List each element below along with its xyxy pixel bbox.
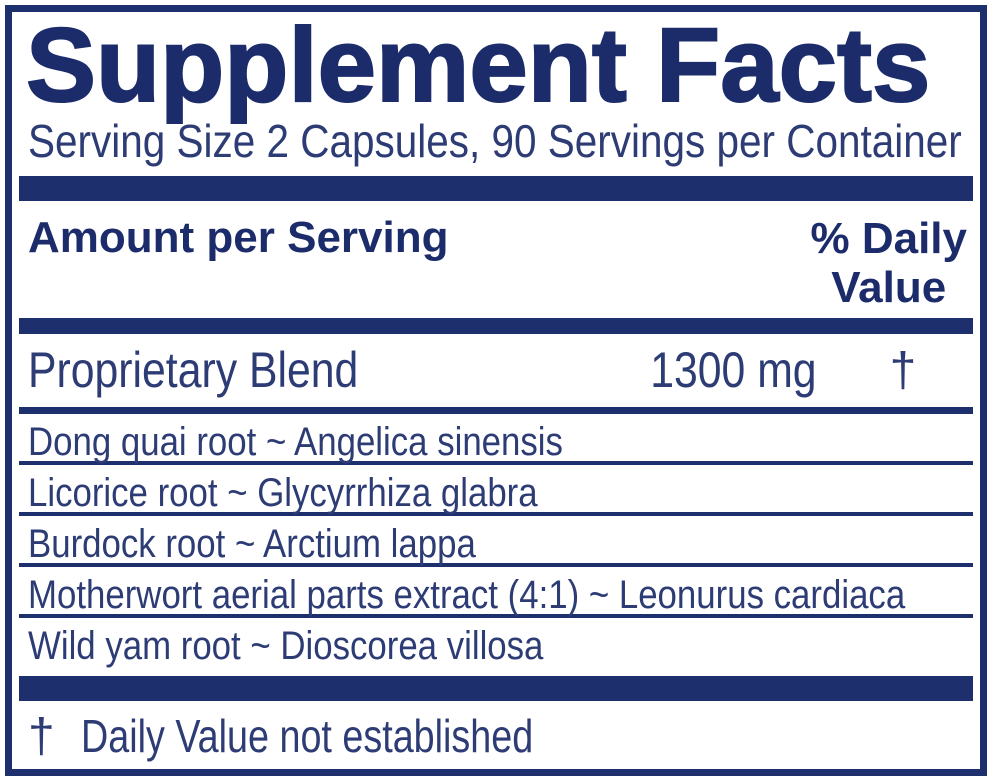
- divider-bar-header: [19, 318, 973, 334]
- table-header-row: Amount per Serving % Daily Value: [12, 201, 980, 318]
- serving-size-line: Serving Size 2 Capsules, 90 Servings per…: [28, 115, 980, 167]
- ingredient-row: Burdock root ~ Arctium lappa: [19, 516, 973, 567]
- ingredient-text: Wild yam root ~ Dioscorea villosa: [28, 624, 544, 668]
- ingredient-row: Licorice root ~ Glycyrrhiza glabra: [19, 465, 973, 516]
- blend-name: Proprietary Blend: [28, 342, 359, 398]
- ingredient-text: Motherwort aerial parts extract (4:1) ~ …: [28, 573, 906, 617]
- daily-value-header-line2: Value: [831, 263, 947, 312]
- ingredient-row: Dong quai root ~ Angelica sinensis: [19, 414, 973, 465]
- ingredient-row: Wild yam root ~ Dioscorea villosa: [19, 618, 973, 676]
- ingredient-text: Licorice root ~ Glycyrrhiza glabra: [28, 471, 538, 515]
- ingredient-text: Dong quai root ~ Angelica sinensis: [28, 420, 563, 464]
- supplement-facts-panel: Supplement Facts Serving Size 2 Capsules…: [5, 5, 987, 776]
- dagger-symbol: †: [28, 710, 55, 763]
- footnote-text: Daily Value not established: [80, 710, 533, 762]
- ingredient-text: Burdock root ~ Arctium lappa: [28, 522, 476, 566]
- ingredient-row: Motherwort aerial parts extract (4:1) ~ …: [19, 567, 973, 618]
- divider-blend: [19, 407, 973, 414]
- blend-daily-value-symbol: †: [889, 344, 917, 397]
- footnote-row: † Daily Value not established: [12, 701, 980, 767]
- percent-daily-value-header: % Daily Value: [810, 214, 967, 312]
- divider-bar-top: [19, 176, 973, 201]
- amount-per-serving-header: Amount per Serving: [28, 213, 449, 262]
- serving-size-text: Serving Size 2 Capsules, 90 Servings per…: [28, 115, 962, 167]
- daily-value-header-line1: % Daily: [810, 214, 967, 263]
- blend-amount: 1300 mg: [650, 342, 817, 398]
- panel-title: Supplement Facts: [25, 7, 931, 124]
- divider-bar-bottom: [19, 676, 973, 701]
- proprietary-blend-row: Proprietary Blend 1300 mg †: [12, 334, 980, 407]
